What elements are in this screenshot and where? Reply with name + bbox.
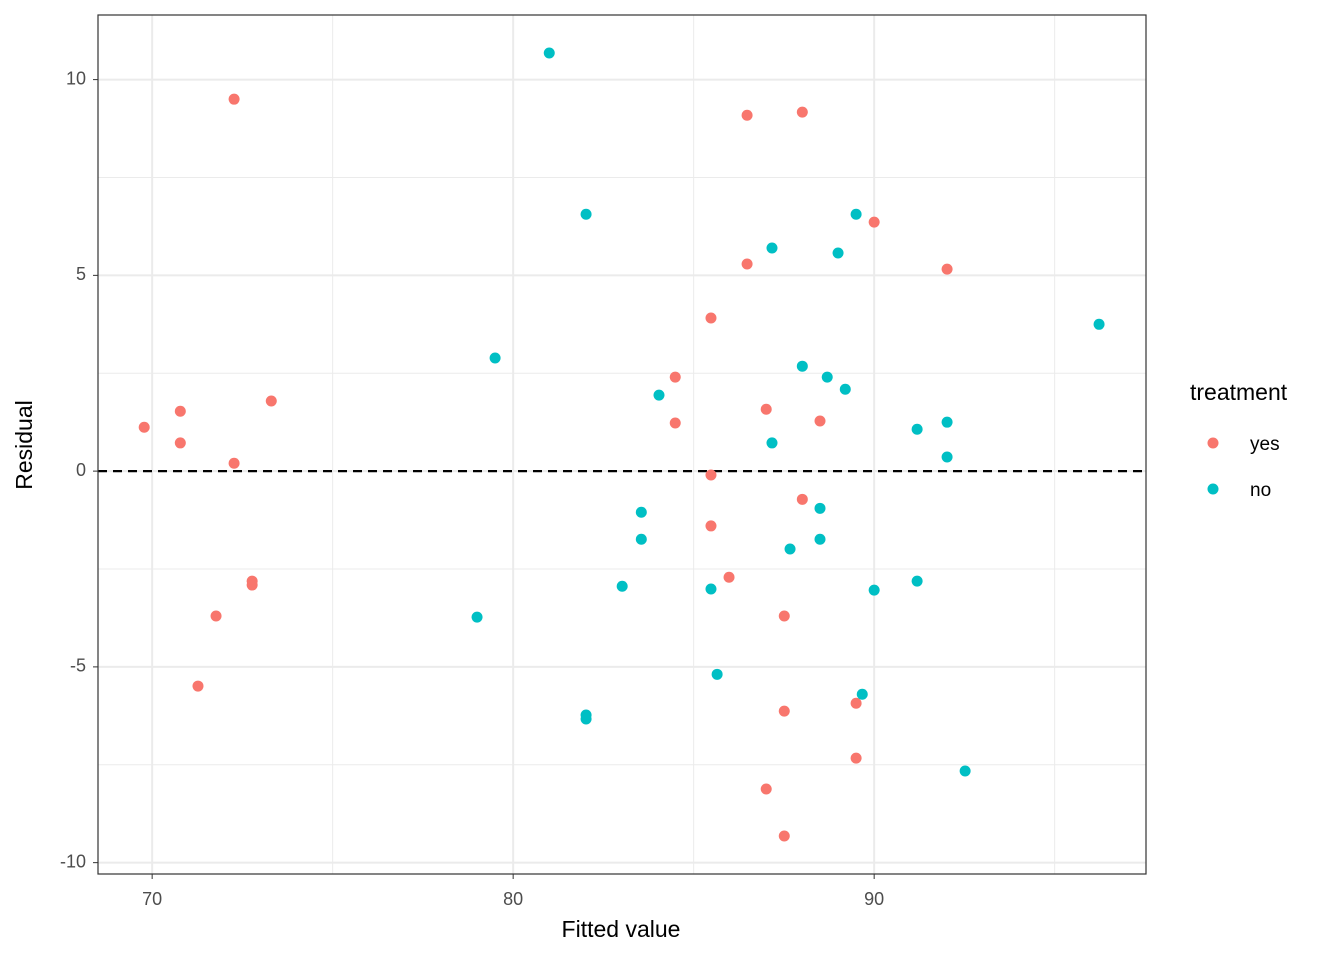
y-axis-title: Residual — [11, 400, 37, 490]
point — [868, 216, 880, 228]
point — [635, 506, 647, 518]
x-tick-label: 90 — [864, 889, 884, 909]
point — [192, 680, 204, 692]
x-tick-label: 70 — [142, 889, 162, 909]
point — [669, 371, 681, 383]
y-tick-label: 5 — [76, 264, 86, 284]
point — [265, 395, 277, 407]
point — [711, 668, 723, 680]
point — [832, 247, 844, 259]
point — [814, 415, 826, 427]
point — [471, 611, 483, 623]
point — [850, 697, 862, 709]
point — [228, 457, 240, 469]
point — [228, 93, 240, 105]
point — [669, 417, 681, 429]
legend-title: treatment — [1190, 379, 1288, 405]
x-tick-label: 80 — [503, 889, 523, 909]
point — [580, 713, 592, 725]
point — [580, 208, 592, 220]
legend-key — [1207, 437, 1219, 449]
point — [246, 579, 258, 591]
point — [796, 493, 808, 505]
point — [814, 502, 826, 514]
point — [741, 258, 753, 270]
point — [959, 765, 971, 777]
point — [760, 403, 772, 415]
point — [635, 533, 647, 545]
point — [796, 106, 808, 118]
point — [723, 571, 735, 583]
point — [839, 383, 851, 395]
point — [941, 416, 953, 428]
point — [850, 752, 862, 764]
point — [778, 705, 790, 717]
point — [766, 437, 778, 449]
y-tick-label: -5 — [70, 656, 86, 676]
panel-border — [97, 14, 1147, 875]
point — [705, 520, 717, 532]
point — [941, 263, 953, 275]
point — [489, 352, 501, 364]
point — [784, 543, 796, 555]
x-axis-title: Fitted value — [562, 916, 681, 942]
point — [814, 533, 826, 545]
point — [821, 371, 833, 383]
point — [653, 389, 665, 401]
point — [1093, 318, 1105, 330]
point — [778, 830, 790, 842]
y-tick-label: 0 — [76, 460, 86, 480]
legend-label: no — [1250, 480, 1271, 501]
legend-key — [1207, 483, 1219, 495]
point — [174, 405, 186, 417]
point — [850, 208, 862, 220]
point — [766, 242, 778, 254]
y-tick-label: -10 — [60, 851, 86, 871]
point — [796, 360, 808, 372]
point — [868, 584, 880, 596]
point — [705, 312, 717, 324]
legend-label: yes — [1250, 434, 1280, 455]
point — [741, 109, 753, 121]
point — [856, 688, 868, 700]
point — [760, 783, 772, 795]
y-tick-label: 10 — [66, 68, 86, 88]
point — [778, 610, 790, 622]
point — [911, 423, 923, 435]
point — [138, 421, 150, 433]
point — [543, 47, 555, 59]
point — [705, 469, 717, 481]
point — [174, 437, 186, 449]
point — [941, 451, 953, 463]
point — [911, 575, 923, 587]
point — [616, 580, 628, 592]
point — [210, 610, 222, 622]
point — [705, 583, 717, 595]
